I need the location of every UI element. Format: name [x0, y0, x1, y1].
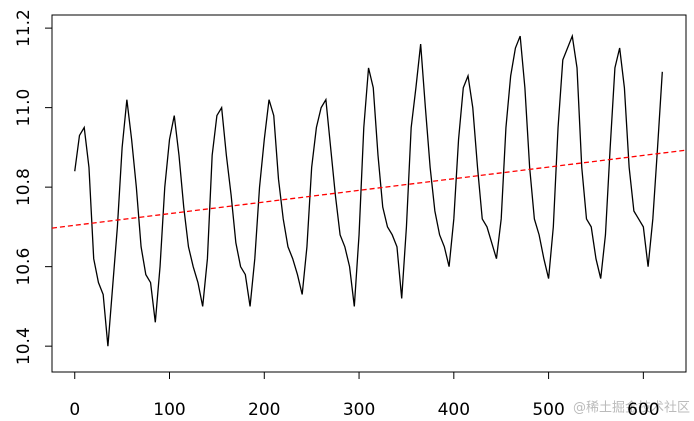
x-tick-label: 100: [153, 400, 185, 420]
x-tick-label: 0: [69, 400, 80, 420]
y-tick-label: 10.8: [14, 168, 34, 206]
x-tick-label: 200: [248, 400, 280, 420]
x-tick-label: 500: [532, 400, 564, 420]
y-tick-label: 11.2: [14, 9, 34, 47]
x-tick-label: 300: [343, 400, 375, 420]
series-line: [51, 149, 687, 229]
plot-box: [51, 14, 687, 373]
y-tick-label: 11.0: [14, 89, 34, 127]
watermark: @稀土掘金技术社区: [573, 400, 690, 416]
y-tick-label: 10.4: [14, 327, 34, 365]
x-tick-label: 400: [438, 400, 470, 420]
y-tick-label: 10.6: [14, 248, 34, 286]
x-tick-label: 600: [627, 400, 659, 420]
series-line: [74, 33, 663, 347]
